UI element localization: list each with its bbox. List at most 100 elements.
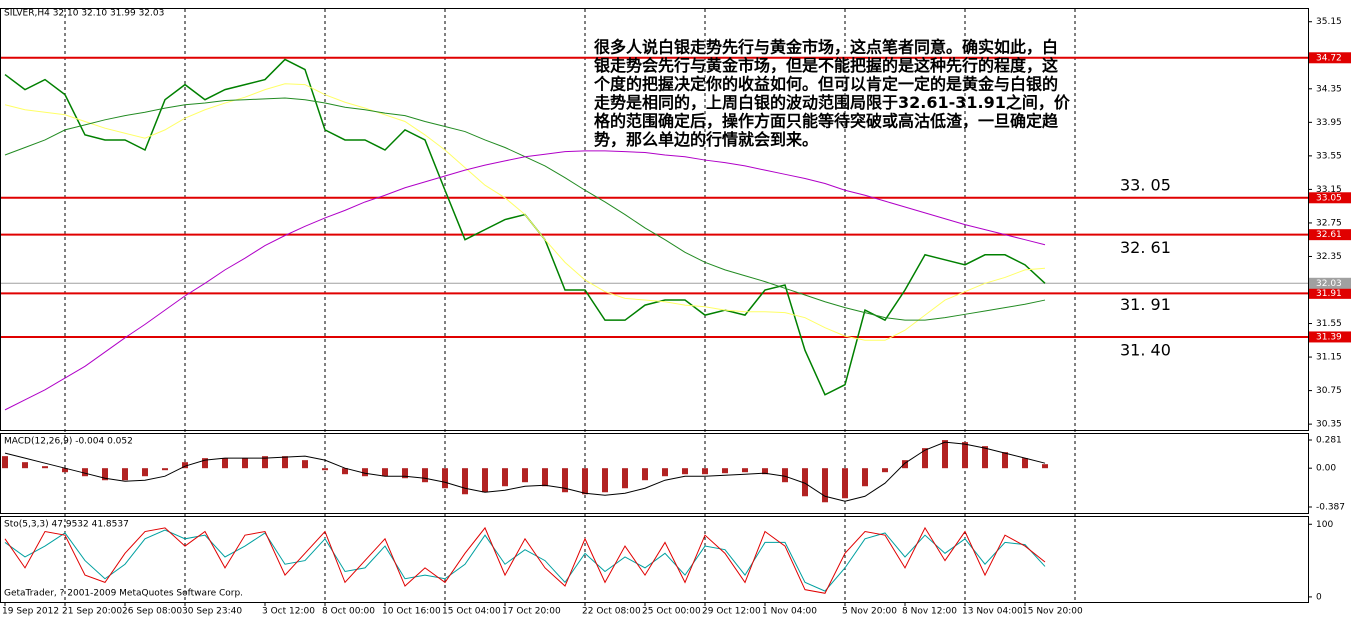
main-panel — [0, 8, 1309, 431]
level-box — [1309, 229, 1351, 241]
histogram-bar — [402, 468, 408, 479]
series-line — [4, 83, 1046, 341]
histogram-bar — [682, 468, 688, 475]
y-tick-label: 31.15 — [1316, 353, 1342, 363]
histogram-bar — [562, 468, 568, 493]
histogram-bar — [862, 468, 868, 487]
level-box — [1309, 192, 1351, 204]
y-tick-label: 30.35 — [1316, 420, 1342, 430]
level-note: 33. 05 — [1120, 175, 1171, 194]
histogram-bar — [542, 468, 548, 487]
level-label: 32.61 — [1316, 230, 1342, 240]
x-tick-label: 8 Nov 12:00 — [902, 607, 957, 617]
histogram-bar — [42, 466, 48, 469]
histogram-bar — [762, 468, 768, 475]
series-line — [4, 150, 1046, 411]
histogram-bar — [342, 468, 348, 475]
level-label: 33.05 — [1316, 193, 1342, 203]
commentary-line: 个度的把握决定你的收益如何。但可以肯定一定的是黄金与白银的 — [593, 75, 1058, 94]
histogram-bar — [222, 458, 228, 469]
x-tick-label: 17 Oct 20:00 — [502, 607, 561, 617]
histogram-bar — [262, 456, 268, 469]
histogram-bar — [82, 468, 88, 477]
x-tick-label: 22 Oct 08:00 — [582, 607, 641, 617]
level-box — [1309, 52, 1351, 64]
x-tick-label: 15 Nov 20:00 — [1022, 607, 1083, 617]
macd-title: MACD(12,26,9) -0.004 0.052 — [4, 437, 133, 447]
x-tick-label: 1 Nov 04:00 — [762, 607, 817, 617]
histogram-bar — [522, 468, 528, 483]
commentary-line: 格的范围确定后，操作方面只能等待突破或高沽低渣，一旦确定趋 — [594, 112, 1059, 131]
histogram-bar — [202, 458, 208, 469]
y-tick-label: 0.281 — [1316, 436, 1342, 446]
x-tick-label: 10 Oct 16:00 — [382, 607, 441, 617]
x-tick-label: 30 Sep 23:40 — [182, 607, 242, 617]
level-box — [1309, 277, 1351, 289]
series-line — [4, 529, 1046, 592]
histogram-bar — [882, 468, 888, 473]
histogram-bar — [2, 456, 8, 469]
histogram-bar — [722, 468, 728, 474]
y-tick-label: 33.55 — [1316, 151, 1342, 161]
level-label: 34.72 — [1316, 53, 1342, 63]
commentary-line: 很多人说白银走势先行与黄金市场，这点笔者同意。确实如此，白 — [594, 38, 1058, 57]
histogram-bar — [802, 468, 808, 497]
histogram-bar — [742, 468, 748, 473]
histogram-bar — [482, 468, 488, 493]
histogram-bar — [182, 462, 188, 469]
histogram-bar — [462, 468, 468, 495]
histogram-bar — [822, 468, 828, 503]
histogram-bar — [242, 458, 248, 469]
histogram-bar — [382, 468, 388, 477]
histogram-bar — [322, 468, 328, 471]
histogram-bar — [142, 468, 148, 477]
histogram-bar — [642, 468, 648, 481]
histogram-bar — [282, 456, 288, 469]
histogram-bar — [782, 468, 788, 483]
histogram-bar — [582, 468, 588, 495]
level-box — [1309, 287, 1351, 299]
level-label: 31.39 — [1316, 332, 1342, 342]
commentary-line: 势，那么单边的行情就会到来。 — [594, 130, 818, 149]
histogram-bar — [922, 448, 928, 469]
sto-title: Sto(5,3,3) 47.9532 41.8537 — [4, 520, 129, 530]
x-tick-label: 19 Sep 2012 — [2, 607, 59, 617]
histogram-bar — [622, 468, 628, 489]
y-tick-label: 34.35 — [1316, 84, 1342, 94]
y-tick-label: 100 — [1316, 520, 1333, 530]
histogram-bar — [1042, 464, 1048, 469]
histogram-bar — [162, 468, 168, 471]
y-tick-label: 33.15 — [1316, 185, 1342, 195]
histogram-bar — [442, 468, 448, 489]
histogram-bar — [1022, 458, 1028, 469]
histogram-bar — [122, 468, 128, 481]
histogram-bar — [902, 460, 908, 469]
histogram-bar — [962, 442, 968, 469]
level-note: 32. 61 — [1120, 238, 1171, 257]
x-tick-label: 26 Sep 08:00 — [122, 607, 182, 617]
copyright: GetaTrader, ? 2001-2009 MetaQuotes Softw… — [4, 589, 243, 599]
y-tick-label: 35.15 — [1316, 17, 1342, 27]
level-label: 31.91 — [1316, 289, 1342, 299]
y-tick-label: 30.75 — [1316, 386, 1342, 396]
level-note: 31. 40 — [1120, 340, 1171, 359]
y-tick-label: 31.55 — [1316, 319, 1342, 329]
histogram-bar — [362, 468, 368, 477]
x-tick-label: 5 Nov 20:00 — [842, 607, 897, 617]
y-tick-label: 33.95 — [1316, 118, 1342, 128]
y-tick-label: 32.35 — [1316, 252, 1342, 262]
x-tick-label: 21 Sep 20:00 — [62, 607, 122, 617]
x-tick-label: 25 Oct 00:00 — [642, 607, 701, 617]
histogram-bar — [662, 468, 668, 477]
y-tick-label: 0 — [1316, 592, 1322, 602]
series-line — [4, 441, 1046, 502]
x-tick-label: 8 Oct 00:00 — [322, 607, 375, 617]
histogram-bar — [602, 468, 608, 493]
histogram-bar — [62, 468, 68, 473]
level-note: 31. 91 — [1120, 295, 1171, 314]
histogram-bar — [422, 468, 428, 483]
histogram-bar — [1002, 452, 1008, 469]
chart-title: SILVER,H4 32.10 32.10 31.99 32.03 — [4, 9, 164, 19]
x-tick-label: 3 Oct 12:00 — [262, 607, 315, 617]
